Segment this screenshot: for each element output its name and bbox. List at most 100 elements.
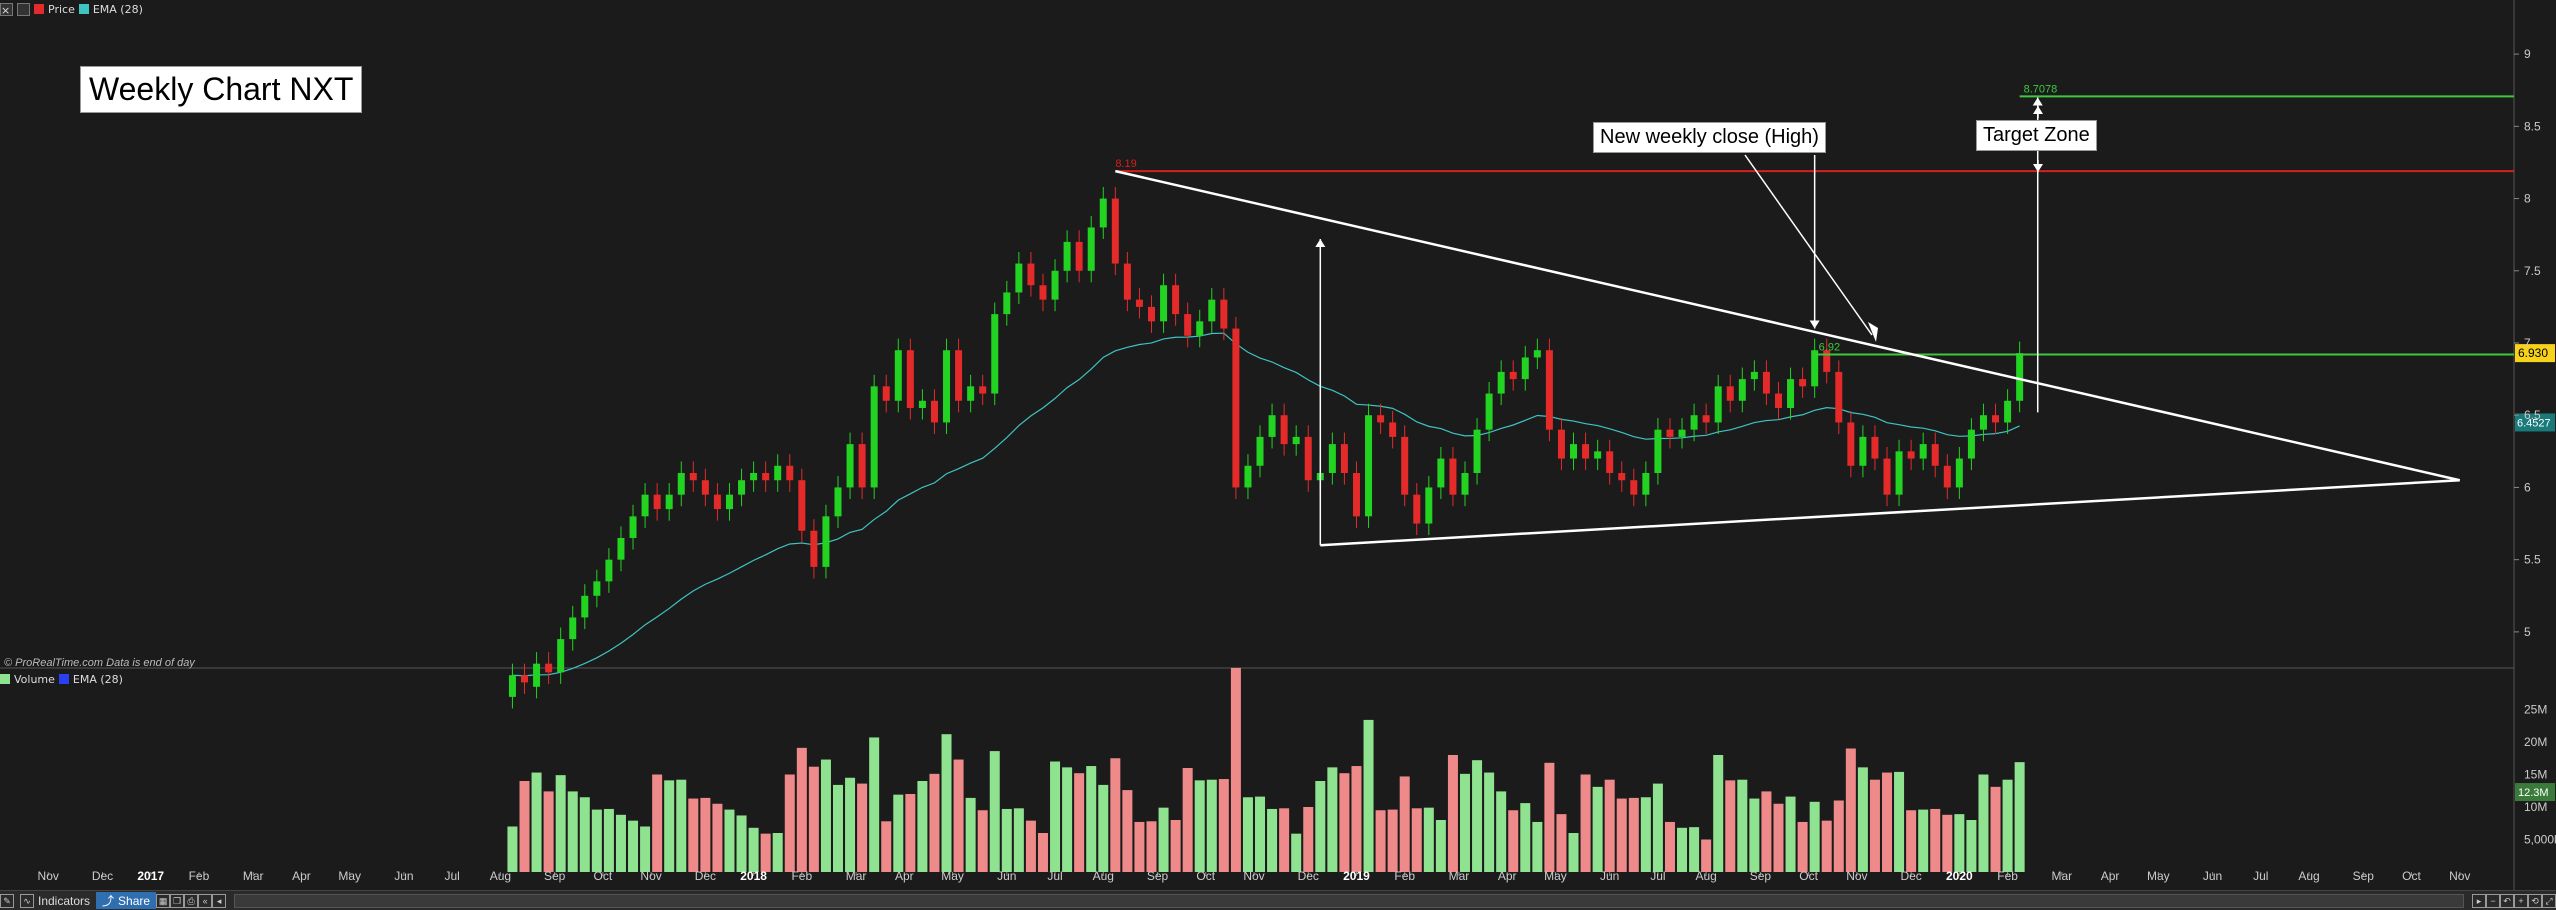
fit-icon[interactable]: ⤢ — [2542, 893, 2556, 908]
close-pane-icon[interactable]: × — [0, 2, 13, 17]
ema-28-line — [512, 332, 2020, 677]
indicators-button[interactable]: ∿ Indicators — [14, 892, 96, 909]
candle-body — [1992, 415, 2000, 423]
candle-body — [1160, 285, 1168, 322]
time-tick-label: Aug — [1093, 869, 1114, 883]
candle-body — [1365, 415, 1373, 517]
copy-icon[interactable]: ❐ — [170, 893, 185, 908]
candle-body — [1557, 429, 1565, 459]
scroll-left-icon[interactable]: « — [198, 893, 213, 908]
volume-bar — [772, 833, 783, 872]
candle-body — [1919, 444, 1927, 459]
step-left-icon[interactable]: ◂ — [212, 893, 227, 908]
indicators-label: Indicators — [38, 893, 91, 908]
volume-bar — [893, 794, 904, 872]
undo-icon[interactable]: ↶ — [2500, 893, 2514, 908]
candle-body — [1774, 393, 1782, 408]
chart-svg: 8.19 8.7078 6.92 6.930 6.4527 12.3M 5 5.5 6 6.5 7… — [0, 0, 2556, 890]
candle-body — [1895, 451, 1903, 495]
pen-icon[interactable]: ✎ — [0, 893, 14, 908]
candle-body — [967, 386, 975, 401]
settings-icon[interactable] — [17, 2, 30, 16]
candlestick-series — [508, 187, 2024, 709]
volume-bar — [1062, 767, 1073, 872]
time-tick-label: 2018 — [740, 869, 767, 883]
volume-bar — [1279, 808, 1290, 872]
volume-bar — [881, 821, 892, 872]
time-tick-label: 2020 — [1946, 869, 1973, 883]
volume-bar — [519, 781, 530, 872]
share-button[interactable]: ⤴ Share — [96, 892, 157, 909]
candle-body — [955, 350, 963, 401]
volume-tick-label: 25M — [2524, 703, 2547, 717]
candle-body — [1799, 379, 1807, 387]
volume-bar — [1170, 820, 1181, 872]
zoom-out-icon[interactable]: − — [2486, 893, 2500, 908]
step-right-icon[interactable]: ▸ — [2472, 893, 2486, 908]
candle-body — [1220, 299, 1228, 329]
candle-body — [1485, 393, 1493, 430]
volume-bar — [977, 810, 988, 872]
candle-body — [1931, 444, 1939, 466]
candle-body — [533, 663, 541, 687]
candle-body — [1099, 198, 1107, 228]
volume-bar — [603, 808, 614, 872]
volume-bar — [2014, 762, 2025, 872]
candle-body — [725, 494, 733, 510]
candle-body — [1449, 458, 1457, 495]
candle-body — [581, 595, 589, 618]
volume-bar — [1677, 827, 1688, 872]
volume-bar — [1664, 821, 1675, 872]
volume-bar — [1447, 755, 1458, 872]
time-tick-label: Dec — [695, 869, 716, 883]
bottom-toolbar: ✎ ∿ Indicators ⤴ Share ▦ ❐ ⎙ « ◂ ▸ − ↶ +… — [0, 890, 2556, 910]
volume-bar — [1857, 767, 1868, 872]
time-tick-label: Dec — [1298, 869, 1319, 883]
candle-body — [605, 559, 613, 582]
candle-body — [894, 350, 902, 401]
candle-body — [1714, 386, 1722, 423]
volume-bar — [724, 809, 735, 872]
candle-body — [1702, 415, 1710, 423]
price-tick-label: 7.5 — [2524, 264, 2541, 278]
vol-ema-legend-label: EMA (28) — [72, 672, 123, 686]
time-tick-label: May — [1544, 869, 1567, 883]
candle-body — [1172, 285, 1180, 315]
candle-body — [653, 494, 661, 510]
price-legend-label: Price — [48, 2, 75, 16]
time-tick-label: Aug — [1695, 869, 1716, 883]
volume-bar — [1098, 784, 1109, 872]
volume-bar — [1821, 820, 1832, 872]
volume-bar — [820, 759, 831, 872]
candle-body — [1352, 473, 1360, 517]
volume-bar — [628, 820, 639, 872]
reset-icon[interactable]: ⟲ — [2528, 893, 2542, 908]
volume-bar — [507, 826, 518, 872]
candle-body — [1111, 198, 1119, 264]
candle-body — [1304, 436, 1312, 481]
zoom-in-icon[interactable]: + — [2514, 893, 2528, 908]
candle-body — [1594, 451, 1602, 459]
volume-bar — [555, 775, 566, 872]
candle-body — [1328, 444, 1336, 473]
candle-body — [786, 465, 794, 481]
candle-body — [569, 617, 577, 640]
candle-body — [1907, 451, 1915, 459]
time-tick-label: Mar — [1449, 869, 1470, 883]
print-icon[interactable]: ⎙ — [184, 893, 199, 908]
volume-bar — [1616, 798, 1627, 872]
candle-body — [1087, 227, 1095, 271]
volume-bar — [1303, 807, 1314, 872]
candle-body — [689, 473, 697, 481]
price-tick-label: 6.5 — [2524, 408, 2541, 422]
layout-icon[interactable]: ▦ — [156, 893, 171, 908]
volume-bar — [1592, 786, 1603, 872]
volume-bar — [1459, 773, 1470, 872]
time-tick-label: Oct — [1196, 869, 1215, 883]
volume-bar — [1339, 773, 1350, 872]
time-scrollbar[interactable] — [234, 893, 2464, 908]
candle-body — [1762, 371, 1770, 394]
volume-tick-label: 5,000k — [2524, 833, 2556, 847]
volume-bar — [796, 747, 807, 872]
volume-bar — [1267, 808, 1278, 872]
